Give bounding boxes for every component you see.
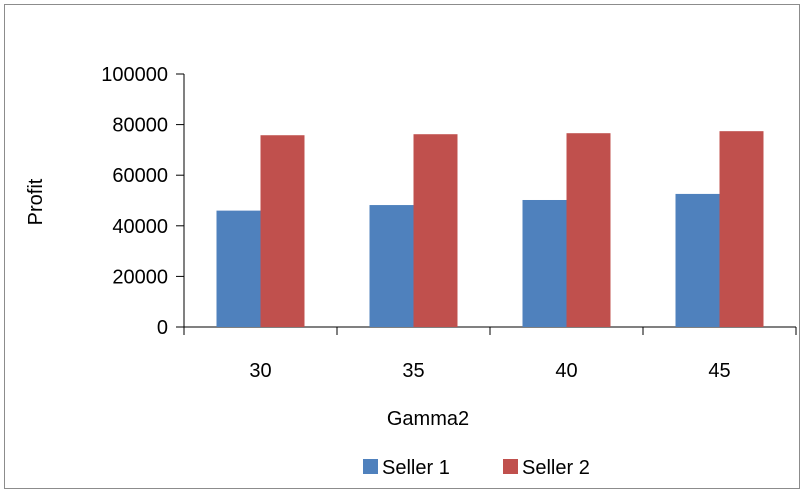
bar-seller-2-45 [719,131,764,327]
bar-seller-1-40 [522,199,567,327]
x-category-label: 30 [249,360,271,382]
x-ticks-group [183,327,797,335]
y-tick-label: 40000 [112,216,168,238]
bar-seller-1-30 [216,210,261,327]
legend-swatch-seller-2 [503,459,518,474]
x-category-label: 35 [402,360,424,382]
bar-seller-2-35 [413,134,458,327]
legend-swatch-seller-1 [363,459,378,474]
y-tick-label: 60000 [112,165,168,187]
category-labels-group: 30 35 40 45 [249,360,730,382]
y-tick-label: 0 [157,317,168,339]
y-ticks-group: 0 20000 40000 60000 80000 100000 [101,64,184,339]
legend-label: Seller 1 [382,457,450,479]
y-tick-label: 100000 [101,64,168,86]
bar-seller-2-40 [566,133,611,327]
y-tick-label: 20000 [112,266,168,288]
bar-seller-1-35 [369,205,414,327]
x-category-label: 40 [555,360,577,382]
bars-group [216,131,764,327]
bar-seller-1-45 [675,193,720,327]
legend-label: Seller 2 [522,457,590,479]
bar-seller-2-30 [260,135,305,327]
legend: Seller 1 Seller 2 [363,457,590,479]
y-tick-label: 80000 [112,115,168,137]
x-category-label: 45 [708,360,730,382]
y-axis-title: Profit [25,178,47,225]
x-axis-title: Gamma2 [387,408,469,430]
